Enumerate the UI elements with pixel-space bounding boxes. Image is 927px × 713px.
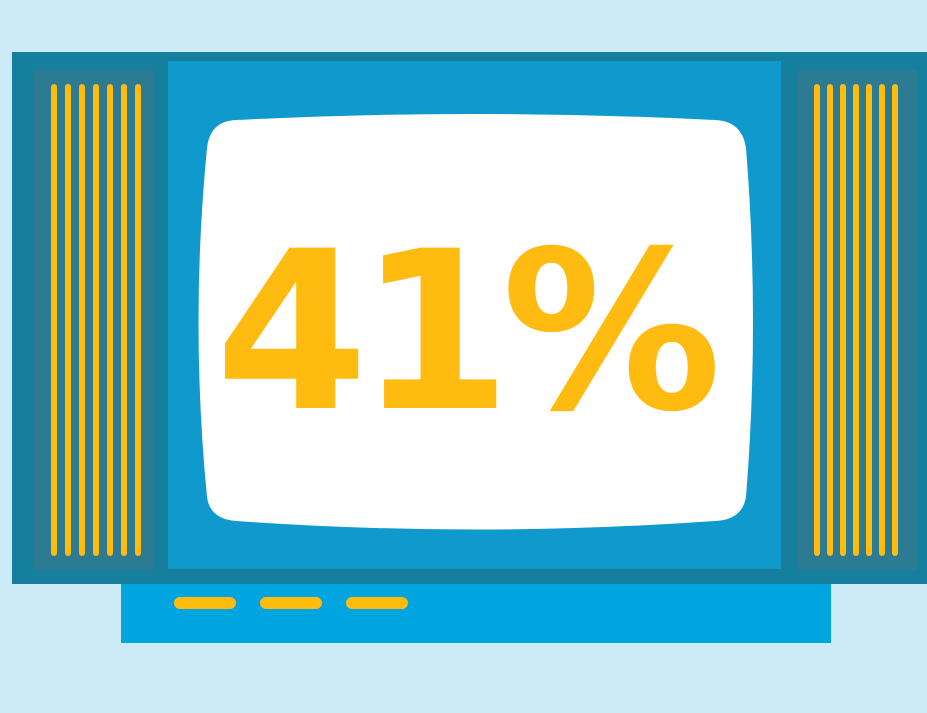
- speaker-bar: [121, 84, 127, 556]
- speaker-bar: [79, 84, 85, 556]
- tv-stand: [121, 580, 831, 643]
- speaker-bar: [135, 84, 141, 556]
- speaker-bar: [107, 84, 113, 556]
- speaker-bar: [853, 84, 859, 556]
- speaker-bar: [840, 84, 846, 556]
- speaker-bar: [879, 84, 885, 556]
- speaker-bar: [814, 84, 820, 556]
- speaker-grille-right: [798, 70, 917, 570]
- control-dash: [346, 597, 408, 609]
- percentage-readout: 41%: [215, 204, 722, 460]
- speaker-grille-left: [34, 70, 153, 570]
- speaker-bar: [827, 84, 833, 556]
- speaker-bar: [892, 84, 898, 556]
- control-dash: [260, 597, 322, 609]
- speaker-bar: [866, 84, 872, 556]
- speaker-bar: [65, 84, 71, 556]
- control-dash: [174, 597, 236, 609]
- speaker-bar: [51, 84, 57, 556]
- speaker-bar: [93, 84, 99, 556]
- screen-glass: [198, 114, 753, 530]
